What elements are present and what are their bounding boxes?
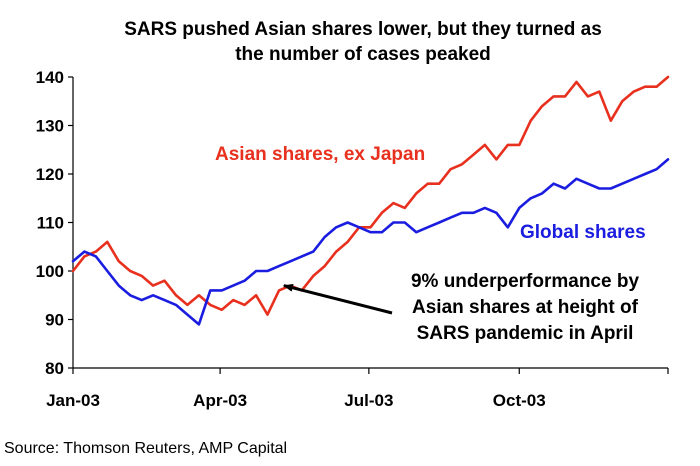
y-tick-label: 120: [36, 165, 64, 184]
annotation-line-2: Asian shares at height of: [412, 297, 639, 318]
x-tick-label: Jan-03: [46, 391, 100, 410]
series-line-asian: [71, 75, 670, 316]
annotation-line-3: SARS pandemic in April: [417, 323, 634, 344]
y-tick-label: 110: [37, 214, 64, 233]
series-label-asian: Asian shares, ex Japan: [215, 144, 425, 165]
annotation-arrow: [282, 283, 393, 315]
series-layer: [71, 75, 670, 326]
chart-title-line-1: SARS pushed Asian shares lower, but they…: [124, 19, 602, 40]
y-tick-label: 140: [36, 68, 64, 87]
series-label-global: Global shares: [520, 222, 646, 243]
annotation-line-1: 9% underperformance by: [411, 271, 639, 292]
x-tick-label: Apr-03: [193, 391, 247, 410]
source-note: Source: Thomson Reuters, AMP Capital: [4, 440, 287, 457]
y-tick-label: 130: [36, 117, 64, 136]
x-tick-label: Jul-03: [344, 391, 393, 410]
axes: 80 90 100 110 120 130 140 Jan-03 Apr-03 Jul-03 Oct…: [36, 68, 669, 410]
y-tick-label: 100: [36, 262, 64, 281]
y-tick-label: 90: [45, 311, 64, 330]
series-line-global: [71, 158, 670, 326]
chart-title-line-2: the number of cases peaked: [235, 44, 491, 65]
x-tick-label: Oct-03: [493, 391, 546, 410]
y-tick-label: 80: [45, 359, 64, 378]
